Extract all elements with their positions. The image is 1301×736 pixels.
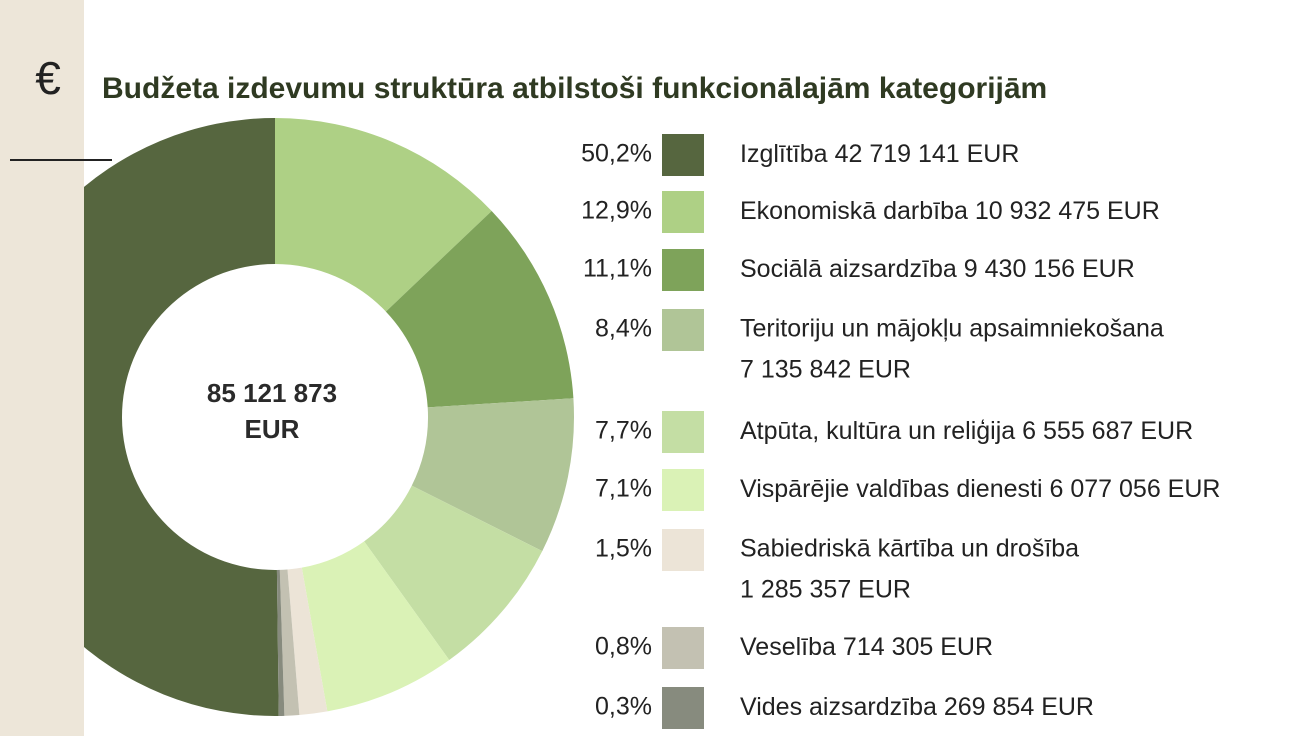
legend-swatch: [662, 469, 704, 511]
legend-entry: Veselība 714 305 EUR: [740, 633, 993, 661]
legend-amount: 6 555 687 EUR: [1022, 417, 1193, 445]
legend-swatch: [662, 309, 704, 351]
legend-percent: 8,4%: [595, 315, 652, 343]
center-total: 85 121 873: [207, 378, 337, 408]
legend-label: Vides aizsardzība: [740, 693, 937, 721]
legend-swatch: [662, 687, 704, 729]
donut-slice: [287, 567, 328, 716]
legend-amount: 714 305 EUR: [843, 633, 993, 661]
legend-percent: 7,1%: [595, 475, 652, 503]
legend-percent: 1,5%: [595, 535, 652, 563]
legend-swatch: [662, 529, 704, 571]
legend-entry: Vides aizsardzība 269 854 EUR: [740, 693, 1094, 721]
donut-slice: [385, 210, 574, 408]
legend-amount: 1 285 357 EUR: [740, 576, 911, 604]
legend-swatch: [662, 134, 704, 176]
legend-percent: 12,9%: [581, 197, 652, 225]
legend-amount: 6 077 056 EUR: [1050, 475, 1221, 503]
donut-slice: [364, 485, 543, 660]
legend-label: Veselība: [740, 633, 836, 661]
legend-amount: 10 932 475 EUR: [975, 197, 1160, 225]
legend-label: Ekonomiskā darbība: [740, 197, 968, 225]
donut-slice: [275, 118, 492, 312]
chart-title: Budžeta izdevumu struktūra atbilstoši fu…: [102, 72, 1047, 105]
donut-slice: [279, 569, 300, 716]
legend: 50,2% Izglītība 42 719 141 EUR 12,9% Ekonomi…: [581, 134, 1220, 729]
legend-label: Teritoriju un mājokļu apsaimniekošana: [740, 315, 1164, 343]
center-unit: EUR: [245, 414, 300, 444]
euro-icon: €: [35, 52, 61, 104]
side-strip: [0, 0, 84, 736]
legend-percent: 0,3%: [595, 693, 652, 721]
legend-entry: Ekonomiskā darbība 10 932 475 EUR: [740, 197, 1160, 225]
legend-entry: Izglītība 42 719 141 EUR: [740, 140, 1019, 168]
legend-amount: 7 135 842 EUR: [740, 356, 911, 384]
legend-percent: 0,8%: [595, 633, 652, 661]
legend-percent: 7,7%: [595, 417, 652, 445]
donut-slice: [301, 541, 450, 712]
legend-label: Atpūta, kultūra un reliģija: [740, 417, 1015, 445]
legend-label: Vispārējie valdības dienesti: [740, 475, 1043, 503]
legend-entry: Atpūta, kultūra un reliģija 6 555 687 EUR: [740, 417, 1193, 445]
legend-amount: 269 854 EUR: [944, 693, 1094, 721]
donut-slice: [411, 398, 574, 552]
legend-swatch: [662, 249, 704, 291]
legend-swatch: [662, 411, 704, 453]
legend-entry: Vispārējie valdības dienesti 6 077 056 EU…: [740, 475, 1220, 503]
legend-amount: 9 430 156 EUR: [964, 255, 1135, 283]
legend-percent: 50,2%: [581, 140, 652, 168]
legend-swatch: [662, 627, 704, 669]
legend-label: Izglītība: [740, 140, 828, 168]
legend-percent: 11,1%: [583, 255, 652, 283]
legend-label: Sabiedriskā kārtība un drošība: [740, 535, 1079, 563]
legend-label: Sociālā aizsardzība: [740, 255, 957, 283]
legend-amount: 42 719 141 EUR: [835, 140, 1020, 168]
donut-slice: [276, 569, 285, 716]
legend-entry: Sociālā aizsardzība 9 430 156 EUR: [740, 255, 1135, 283]
legend-swatch: [662, 191, 704, 233]
